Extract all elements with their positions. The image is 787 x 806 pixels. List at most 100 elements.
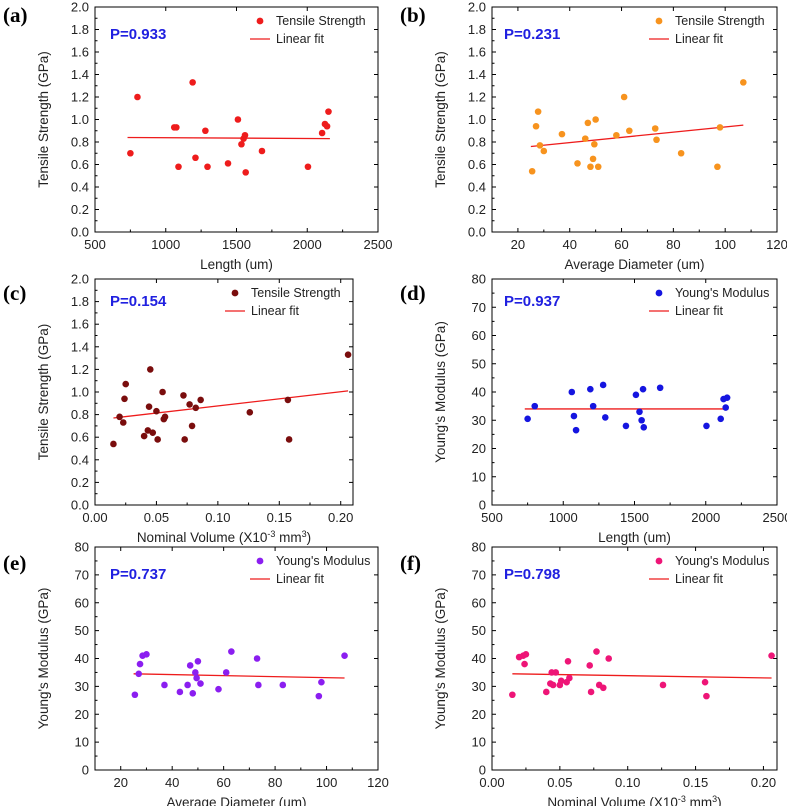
data-point: [238, 140, 245, 148]
data-point: [122, 380, 130, 388]
data-point: [146, 366, 154, 373]
fit-line: [127, 136, 330, 140]
y-axis-label: Young's Modulus (GPa): [36, 588, 51, 730]
legend-marker: [655, 557, 663, 565]
data-point: [176, 688, 184, 696]
y-tick-label: 1.4: [71, 67, 89, 82]
panel-letter: (c): [3, 281, 26, 305]
data-point: [189, 690, 197, 697]
x-axis-label: Nominal Volume (X10-3 mm3): [137, 529, 311, 545]
data-point: [202, 127, 209, 135]
y-tick-label: 30: [472, 679, 486, 694]
data-point: [592, 116, 599, 123]
y-tick-label: 2.0: [468, 0, 486, 15]
y-axis-label: Young's Modulus (GPa): [433, 588, 448, 730]
data-point: [524, 415, 531, 423]
legend-series-label: Young's Modulus: [675, 554, 769, 568]
y-tick-label: 50: [472, 623, 486, 638]
data-point: [246, 409, 254, 416]
data-point: [552, 669, 560, 676]
y-tick-label: 1.6: [71, 45, 89, 60]
x-tick-label: 2500: [763, 510, 787, 525]
data-point: [572, 426, 580, 434]
panel-a: (a) 0.0 0.2 0.4 0.6 0.8 1.0 1.2 1.4 1.6 1.8 2.0 500 1…: [3, 0, 392, 272]
data-point: [558, 130, 566, 138]
legend-series-label: Tensile Strength: [675, 14, 765, 28]
data-point: [284, 396, 292, 404]
legend-series-label: Tensile Strength: [276, 14, 366, 28]
data-point: [601, 414, 609, 421]
y-tick-label: 0.8: [71, 135, 89, 150]
data-point: [536, 142, 544, 149]
x-tick-label: 20: [511, 237, 525, 252]
data-point: [234, 116, 242, 123]
data-point: [639, 385, 647, 393]
data-point: [594, 163, 602, 171]
data-point: [127, 149, 134, 157]
data-point: [540, 147, 548, 155]
data-point: [605, 655, 613, 662]
data-point: [534, 108, 542, 115]
x-tick-label: 60: [614, 237, 628, 252]
data-point: [701, 678, 709, 686]
data-point: [589, 155, 597, 163]
data-point: [119, 419, 127, 426]
data-point: [651, 125, 659, 132]
x-axis-label: Average Diameter (um): [564, 257, 704, 272]
y-tick-label: 0.0: [71, 498, 89, 513]
y-tick-label: 1.6: [71, 317, 89, 332]
y-tick-label: 1.8: [468, 22, 486, 37]
data-point: [717, 415, 725, 423]
x-tick-label: 100: [316, 775, 338, 790]
panel-c: (c) 0.0 0.2 0.4 0.6 0.8 1.0 1.2 1.4 1.6 1.8 2.0 0.00…: [3, 272, 354, 545]
x-tick-label: 0.15: [683, 775, 708, 790]
data-point: [186, 662, 194, 669]
data-point: [279, 681, 287, 689]
x-axis-label: Nominal Volume (X10-3 mm3): [547, 794, 721, 806]
data-point: [143, 651, 150, 658]
x-tick-label: 20: [113, 775, 127, 790]
data-point: [622, 422, 630, 430]
data-point: [134, 93, 141, 101]
data-point: [189, 79, 196, 86]
data-point: [564, 657, 572, 665]
y-tick-label: 40: [472, 651, 486, 666]
y-tick-label: 0: [479, 763, 486, 778]
fit-line: [530, 124, 744, 148]
legend-marker: [231, 289, 239, 297]
data-point: [549, 681, 557, 689]
x-tick-label: 0.05: [144, 510, 169, 525]
data-point: [197, 680, 204, 687]
y-tick-label: 0.4: [71, 180, 89, 195]
y-tick-label: 60: [472, 328, 486, 343]
data-point: [154, 436, 161, 443]
data-point: [186, 401, 193, 408]
y-tick-label: 70: [472, 300, 486, 315]
y-tick-label: 0.0: [71, 225, 89, 240]
data-point: [140, 432, 148, 440]
data-point: [161, 413, 169, 421]
x-tick-label: 1000: [151, 237, 180, 252]
data-point: [110, 440, 117, 448]
y-tick-label: 20: [472, 441, 486, 456]
data-point: [568, 388, 576, 396]
data-point: [121, 395, 128, 403]
data-point: [192, 154, 199, 162]
x-tick-label: 0.15: [267, 510, 292, 525]
x-tick-label: 500: [84, 237, 106, 252]
y-axis-label: Tensile Strength (GPa): [36, 324, 51, 461]
y-tick-label: 50: [75, 623, 89, 638]
data-point: [180, 392, 187, 399]
p-value: P=0.737: [110, 566, 166, 583]
panel-letter: (e): [3, 551, 26, 575]
data-point: [587, 385, 594, 393]
data-point: [584, 119, 592, 127]
y-tick-label: 0: [82, 763, 89, 778]
data-point: [222, 669, 230, 676]
data-point: [116, 413, 123, 421]
y-tick-label: 0.6: [468, 157, 486, 172]
y-tick-label: 70: [75, 567, 89, 582]
y-tick-label: 1.2: [71, 90, 89, 105]
y-tick-label: 10: [75, 735, 89, 750]
